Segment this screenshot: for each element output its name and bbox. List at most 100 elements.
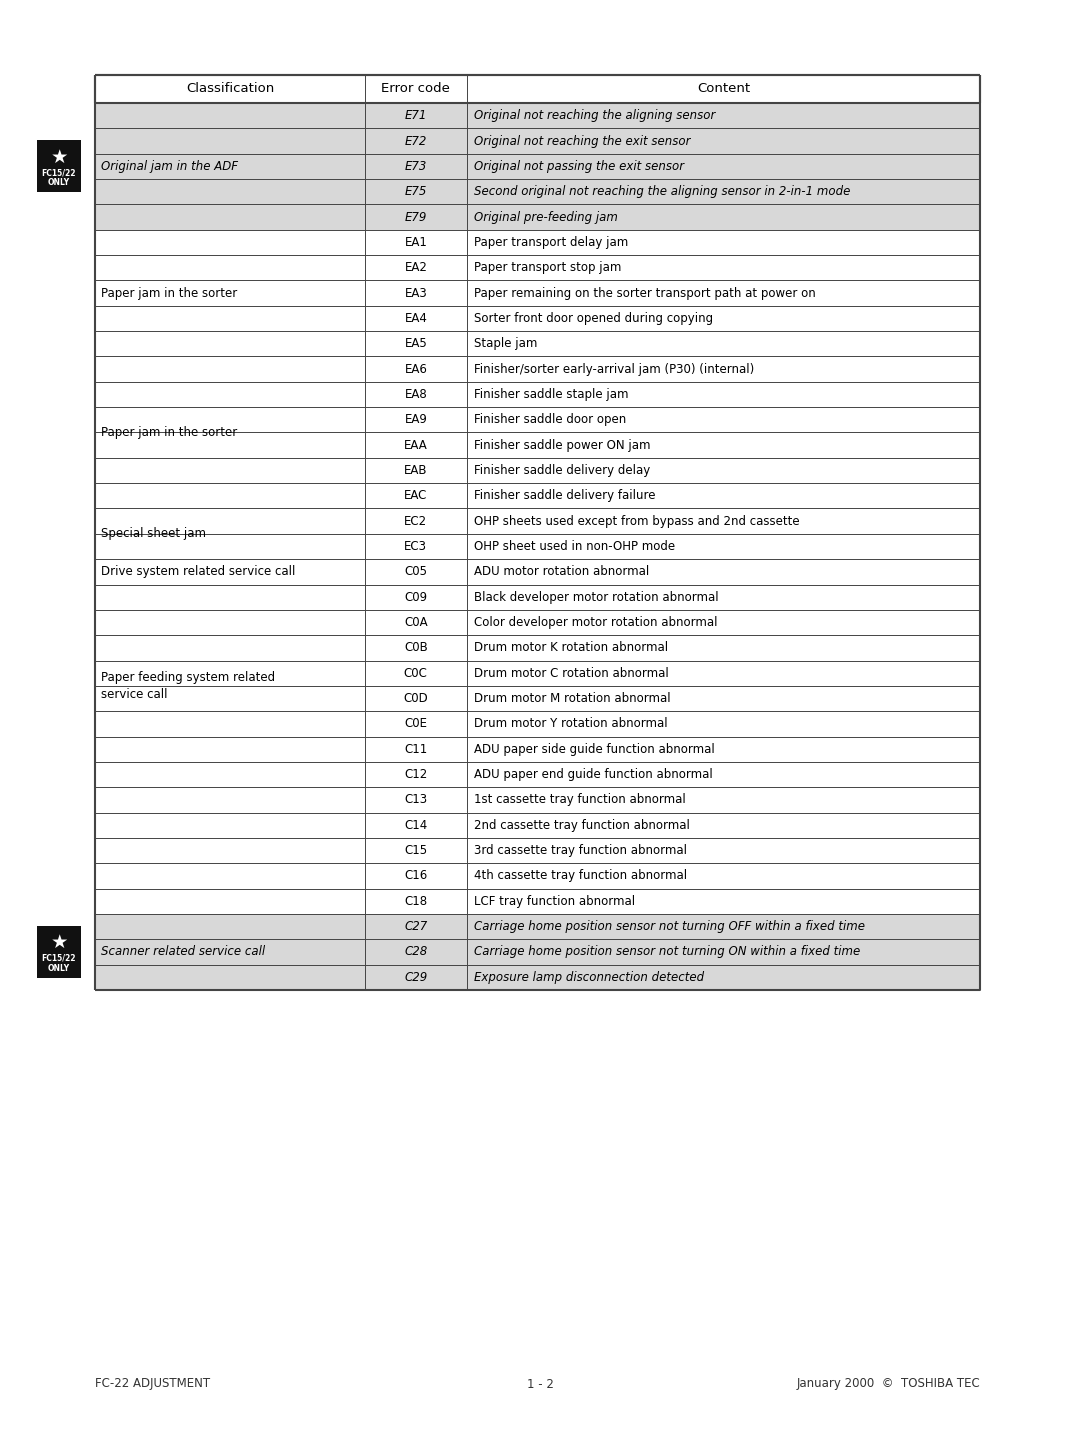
Text: C27: C27: [404, 920, 428, 932]
Text: Finisher saddle staple jam: Finisher saddle staple jam: [474, 389, 629, 401]
Text: Second original not reaching the aligning sensor in 2-in-1 mode: Second original not reaching the alignin…: [474, 186, 850, 199]
Text: 1st cassette tray function abnormal: 1st cassette tray function abnormal: [474, 793, 686, 806]
Bar: [95, 610, 980, 635]
Text: Sorter front door opened during copying: Sorter front door opened during copying: [474, 312, 713, 325]
Text: Original pre-feeding jam: Original pre-feeding jam: [474, 210, 618, 223]
Text: 1 - 2: 1 - 2: [527, 1377, 553, 1390]
Text: Drum motor Y rotation abnormal: Drum motor Y rotation abnormal: [474, 718, 667, 731]
Text: Scanner related service call: Scanner related service call: [102, 945, 265, 958]
Text: C0C: C0C: [404, 666, 428, 679]
Text: Error code: Error code: [381, 82, 450, 95]
Text: ★: ★: [51, 147, 68, 167]
Bar: [95, 381, 980, 407]
Text: EA8: EA8: [404, 389, 428, 401]
Bar: [95, 560, 980, 584]
Text: ONLY: ONLY: [48, 964, 70, 973]
Text: Carriage home position sensor not turning ON within a fixed time: Carriage home position sensor not turnin…: [474, 945, 860, 958]
Text: FC-22 ADJUSTMENT: FC-22 ADJUSTMENT: [95, 1377, 211, 1390]
Bar: [95, 837, 980, 863]
Text: Exposure lamp disconnection detected: Exposure lamp disconnection detected: [474, 971, 704, 984]
Text: Paper jam in the sorter: Paper jam in the sorter: [102, 426, 238, 439]
Text: C14: C14: [404, 819, 428, 832]
Text: EAA: EAA: [404, 439, 428, 452]
Bar: [95, 458, 980, 484]
Text: Drum motor K rotation abnormal: Drum motor K rotation abnormal: [474, 642, 667, 655]
Text: C18: C18: [404, 895, 428, 908]
Text: 4th cassette tray function abnormal: 4th cassette tray function abnormal: [474, 869, 687, 882]
Text: Original not passing the exit sensor: Original not passing the exit sensor: [474, 160, 684, 173]
Text: C12: C12: [404, 768, 428, 781]
Text: EA6: EA6: [404, 363, 428, 376]
Text: C15: C15: [404, 845, 428, 858]
Bar: [95, 889, 980, 914]
Text: LCF tray function abnormal: LCF tray function abnormal: [474, 895, 635, 908]
Bar: [95, 230, 980, 255]
Bar: [95, 711, 980, 737]
Text: Drum motor C rotation abnormal: Drum motor C rotation abnormal: [474, 666, 669, 679]
Bar: [95, 584, 980, 610]
Bar: [95, 104, 980, 128]
Text: Original not reaching the exit sensor: Original not reaching the exit sensor: [474, 134, 690, 148]
Text: C28: C28: [404, 945, 428, 958]
Text: Finisher saddle delivery failure: Finisher saddle delivery failure: [474, 489, 656, 502]
Text: EAB: EAB: [404, 463, 428, 476]
Bar: [95, 75, 980, 104]
Text: C05: C05: [404, 566, 428, 578]
Text: EA1: EA1: [404, 236, 428, 249]
Text: Classification: Classification: [186, 82, 274, 95]
Text: ADU paper side guide function abnormal: ADU paper side guide function abnormal: [474, 743, 715, 755]
Text: Original jam in the ADF: Original jam in the ADF: [102, 160, 238, 173]
Bar: [95, 407, 980, 433]
Text: Paper jam in the sorter: Paper jam in the sorter: [102, 286, 238, 299]
Text: C0B: C0B: [404, 642, 428, 655]
Text: EA4: EA4: [404, 312, 428, 325]
Text: C16: C16: [404, 869, 428, 882]
Bar: [95, 686, 980, 711]
Bar: [95, 813, 980, 837]
Text: Finisher/sorter early-arrival jam (P30) (internal): Finisher/sorter early-arrival jam (P30) …: [474, 363, 754, 376]
Bar: [95, 940, 980, 964]
Text: Color developer motor rotation abnormal: Color developer motor rotation abnormal: [474, 616, 717, 629]
Text: ★: ★: [51, 932, 68, 953]
Text: ADU motor rotation abnormal: ADU motor rotation abnormal: [474, 566, 649, 578]
Text: Paper transport stop jam: Paper transport stop jam: [474, 262, 621, 275]
Bar: [95, 964, 980, 990]
Bar: [37, 925, 81, 979]
Text: FC15/22: FC15/22: [42, 168, 77, 177]
Text: Paper feeding system related
service call: Paper feeding system related service cal…: [102, 671, 275, 701]
Bar: [95, 433, 980, 458]
Text: Carriage home position sensor not turning OFF within a fixed time: Carriage home position sensor not turnin…: [474, 920, 865, 932]
Text: Paper remaining on the sorter transport path at power on: Paper remaining on the sorter transport …: [474, 286, 815, 299]
Text: Drum motor M rotation abnormal: Drum motor M rotation abnormal: [474, 692, 671, 705]
Bar: [95, 787, 980, 813]
Bar: [95, 281, 980, 305]
Text: 3rd cassette tray function abnormal: 3rd cassette tray function abnormal: [474, 845, 687, 858]
Text: EAC: EAC: [404, 489, 428, 502]
Text: Content: Content: [697, 82, 750, 95]
Text: EA3: EA3: [404, 286, 428, 299]
Text: C13: C13: [404, 793, 428, 806]
Text: 2nd cassette tray function abnormal: 2nd cassette tray function abnormal: [474, 819, 689, 832]
Text: Finisher saddle door open: Finisher saddle door open: [474, 413, 626, 426]
Text: E79: E79: [405, 210, 427, 223]
Bar: [95, 508, 980, 534]
Bar: [95, 331, 980, 357]
Text: C29: C29: [404, 971, 428, 984]
Bar: [95, 357, 980, 381]
Text: E73: E73: [405, 160, 427, 173]
Text: Paper transport delay jam: Paper transport delay jam: [474, 236, 627, 249]
Text: E75: E75: [405, 186, 427, 199]
Bar: [95, 635, 980, 661]
Bar: [95, 178, 980, 204]
Bar: [37, 141, 81, 193]
Text: C0A: C0A: [404, 616, 428, 629]
Bar: [95, 761, 980, 787]
Text: EC2: EC2: [404, 515, 428, 528]
Text: ADU paper end guide function abnormal: ADU paper end guide function abnormal: [474, 768, 713, 781]
Text: C0E: C0E: [404, 718, 428, 731]
Bar: [95, 204, 980, 230]
Text: Original not reaching the aligning sensor: Original not reaching the aligning senso…: [474, 109, 715, 122]
Text: Staple jam: Staple jam: [474, 337, 537, 350]
Bar: [95, 863, 980, 889]
Bar: [95, 255, 980, 281]
